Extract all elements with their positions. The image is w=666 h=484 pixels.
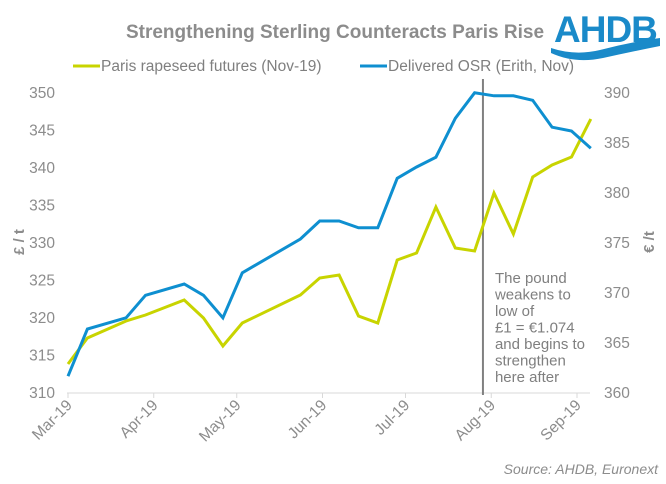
legend-label-delivered-osr: Delivered OSR (Erith, Nov) <box>388 58 574 75</box>
y-left-tick-label: 315 <box>29 348 55 365</box>
x-axis: Mar-19 Apr-19 May-19 Jun-19 Jul-19 Aug-19 Sep-… <box>29 392 590 446</box>
ahdb-logo: AHDB <box>551 9 660 61</box>
x-tick-label: Aug-19 <box>452 397 499 444</box>
y-axis-title-right: € /t <box>641 231 658 253</box>
source-note: Source: AHDB, Euronext <box>504 461 659 477</box>
y-left-tick-label: 310 <box>29 385 55 402</box>
series-line-delivered-osr <box>66 91 592 377</box>
annotation-line: The pound <box>495 270 567 287</box>
x-tick-label: Mar-19 <box>29 397 76 444</box>
annotation-line: weakens to <box>494 287 571 304</box>
annotation-line: and begins to <box>495 336 585 353</box>
x-tick-label: Jul-19 <box>371 397 413 439</box>
series-line-paris-futures <box>66 118 593 365</box>
y-right-tick-label: 360 <box>604 385 630 402</box>
x-tick-label: Apr-19 <box>117 397 162 442</box>
y-left-tick-label: 340 <box>29 160 55 177</box>
legend-item-delivered-osr[interactable]: Delivered OSR (Erith, Nov) <box>360 58 574 75</box>
logo-wave-icon <box>551 38 660 61</box>
y-right-tick-label: 370 <box>604 285 630 302</box>
annotation-line: here after <box>495 369 559 386</box>
y-right-tick-label: 385 <box>604 135 630 152</box>
y-right-tick-label: 380 <box>604 185 630 202</box>
series-layer <box>66 91 593 377</box>
y-left-tick-label: 350 <box>29 85 55 102</box>
annotation-line: low of <box>495 303 535 320</box>
legend: Paris rapeseed futures (Nov-19) Delivere… <box>73 58 574 75</box>
legend-item-paris[interactable]: Paris rapeseed futures (Nov-19) <box>73 58 322 75</box>
y-left-tick-label: 325 <box>29 273 55 290</box>
annotation-line: strengthen <box>495 353 566 370</box>
x-tick-label: Sep-19 <box>537 397 584 444</box>
y-left-tick-label: 330 <box>29 235 55 252</box>
y-axis-left: 310 315 320 325 330 335 340 345 350 <box>29 85 55 402</box>
x-tick-label: May-19 <box>196 397 245 446</box>
y-axis-right: 360 365 370 375 380 385 390 <box>604 85 630 402</box>
chart-title: Strengthening Sterling Counteracts Paris… <box>126 22 544 43</box>
y-left-tick-label: 335 <box>29 198 55 215</box>
legend-label-paris: Paris rapeseed futures (Nov-19) <box>101 58 322 75</box>
y-right-tick-label: 375 <box>604 235 630 252</box>
annotation-line: £1 = €1.074 <box>495 320 575 337</box>
y-right-tick-label: 390 <box>604 85 630 102</box>
x-tick-label: Jun-19 <box>285 397 331 443</box>
y-left-tick-label: 345 <box>29 123 55 140</box>
y-axis-title-left: £ / t <box>11 229 28 255</box>
y-left-tick-label: 320 <box>29 310 55 327</box>
y-right-tick-label: 365 <box>604 335 630 352</box>
